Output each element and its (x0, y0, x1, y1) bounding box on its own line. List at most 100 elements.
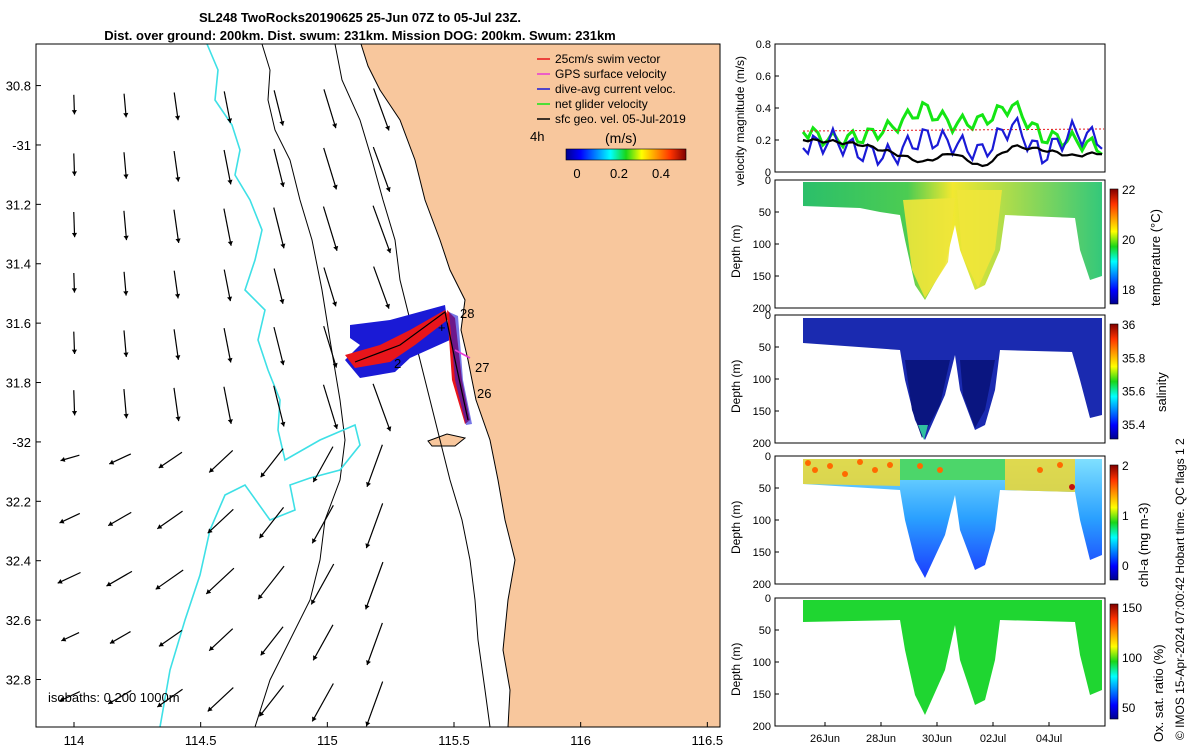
current-vector-head (108, 699, 114, 704)
depth-tick-label: 50 (759, 342, 771, 354)
chla-colorbar (1109, 464, 1119, 581)
velocity-y-tick-label: 0.8 (756, 39, 771, 51)
current-vector-head (59, 696, 65, 702)
current-vector-head (227, 357, 233, 363)
current-vector-head (312, 538, 317, 544)
current-vector-head (279, 120, 285, 126)
current-vector (123, 152, 127, 179)
temperature-colorbar (1109, 188, 1119, 305)
current-vector (107, 511, 132, 527)
net-path (354, 310, 469, 421)
current-vector (323, 267, 337, 307)
current-vector-head (227, 296, 233, 302)
current-vector-head (71, 410, 78, 416)
chla-high-point (1069, 484, 1075, 490)
current-vector-head (366, 481, 371, 487)
current-vector-head (227, 419, 233, 424)
current-vector (258, 506, 285, 539)
colorbar-tick-label: 0.2 (610, 166, 628, 181)
current-vector-head (158, 463, 164, 468)
temperature-section (803, 182, 1102, 300)
velocity-y-tick-label: 0.4 (756, 103, 771, 115)
map-y-tick-label: 31.2 (6, 197, 31, 212)
current-vector (373, 88, 390, 131)
legend-label: net glider velocity (555, 97, 648, 111)
current-vector-head (207, 528, 213, 534)
chla-high-point (917, 463, 923, 469)
cbar-tick-label: 20 (1122, 233, 1136, 247)
current-vector-head (365, 543, 371, 549)
colorbar-tick-label: 0 (573, 166, 580, 181)
current-vector (123, 388, 128, 419)
current-vector-head (260, 650, 266, 656)
current-vector-head (227, 241, 233, 246)
current-vector-head (386, 426, 392, 432)
current-vector (323, 147, 337, 190)
map-y-tick-label: 31.8 (6, 376, 31, 391)
current-vector (208, 628, 234, 652)
depth-tick-label: 200 (753, 303, 771, 315)
current-vector-head (385, 125, 390, 131)
chla-high-point (827, 463, 833, 469)
current-vector (106, 570, 133, 587)
legend-label: dive-avg current veloc. (555, 82, 676, 96)
map-y-tick-label: 30.8 (6, 79, 31, 94)
temperature-panel: Depth (m) temperature (°C) 0 50 100 150 200 2… (729, 175, 1163, 315)
colorbar-unit: (m/s) (605, 130, 637, 146)
current-vector (173, 92, 179, 121)
current-vector-head (71, 110, 77, 115)
current-vector (155, 569, 184, 590)
salinity-cbar-label: salinity (1154, 372, 1169, 412)
current-vector-head (71, 171, 77, 176)
chla-high-point (857, 459, 863, 465)
current-vectors (57, 88, 392, 727)
current-vector (260, 448, 284, 478)
time-tick-label: 02Jul (980, 733, 1006, 745)
map-x-tick-label: 115 (317, 733, 338, 748)
current-vector (173, 270, 179, 299)
coastline (360, 44, 516, 727)
day-label: 26 (477, 386, 491, 401)
shallow-isobath (159, 44, 361, 727)
current-vector (323, 89, 337, 129)
map-y-tick-label: 32.4 (6, 554, 31, 569)
current-vector (273, 148, 285, 188)
depth-tick-label: 150 (753, 547, 771, 559)
current-vector (156, 510, 183, 530)
cbar-tick-label: 1 (1122, 509, 1129, 523)
map-x-tick-label: 114.5 (185, 733, 217, 748)
current-vector-head (106, 581, 112, 587)
right-panels: velocity magnitude (m/s) 0 0.2 0.4 0.6 0.8 D… (729, 39, 1187, 745)
cbar-tick-label: 0 (1122, 559, 1129, 573)
current-vector (365, 561, 384, 610)
current-vector-head (259, 711, 265, 717)
chla-high-point (812, 467, 818, 473)
current-vector (223, 269, 231, 302)
current-vector (310, 563, 335, 605)
title-line-2: Dist. over ground: 200km. Dist. swum: 23… (104, 28, 616, 43)
colorbar-tick-label: 0.4 (652, 166, 670, 181)
current-vector-head (279, 360, 285, 366)
current-vector (372, 146, 391, 192)
current-vector-head (386, 248, 392, 254)
current-vector-head (332, 184, 338, 190)
current-vector (365, 503, 384, 549)
current-vector (208, 450, 234, 473)
depth-tick-label: 50 (759, 483, 771, 495)
current-vector (156, 688, 183, 708)
current-vector (207, 687, 234, 712)
current-vector (173, 387, 180, 422)
depth-tick-label: 150 (753, 689, 771, 701)
legend-label: sfc geo. vel. 05-Jul-2019 (555, 112, 686, 126)
current-vector (223, 91, 231, 124)
current-vector-head (155, 584, 161, 590)
current-vector-head (227, 118, 233, 123)
cbar-tick-label: 18 (1122, 283, 1136, 297)
current-vector-head (174, 293, 181, 299)
time-axis: 26Jun 28Jun 30Jun 02Jul 04Jul (810, 722, 1062, 745)
title-line-1: SL248 TwoRocks20190625 25-Jun 07Z to 05-… (198, 10, 522, 25)
current-vector-head (385, 303, 390, 309)
depth-tick-label: 0 (765, 175, 771, 187)
swim-vector-cloud (345, 310, 450, 368)
cbar-tick-label: 35.4 (1122, 418, 1146, 432)
